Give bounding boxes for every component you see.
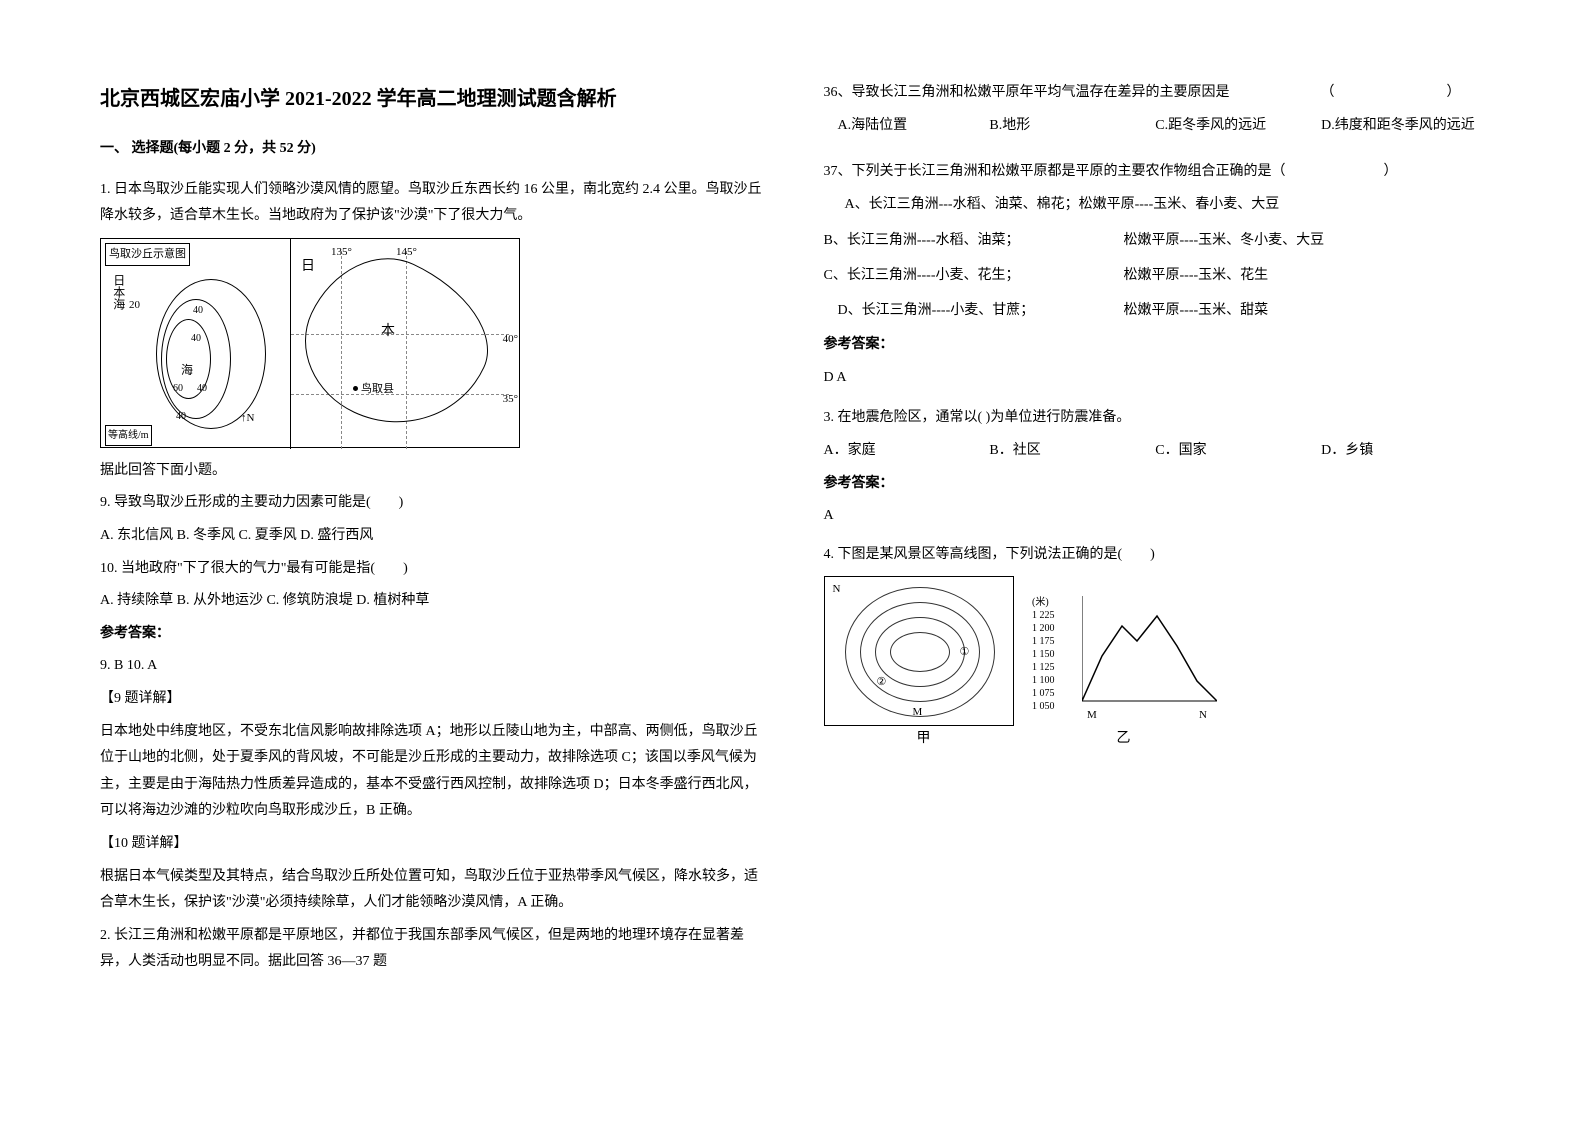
q3-options: A．家庭 B．社区 C．国家 D．乡镇 bbox=[824, 438, 1488, 465]
tottori-marker bbox=[353, 386, 358, 391]
exp9-head: 【9 题详解】 bbox=[100, 686, 764, 713]
contour-40: 40 bbox=[197, 379, 207, 398]
contour-40: 40 bbox=[176, 407, 186, 426]
q37-text: 37、下列关于长江三角洲和松嫩平原都是平原的主要农作物组合正确的是（ ） bbox=[824, 159, 1488, 186]
page-title: 北京西城区宏庙小学 2021-2022 学年高二地理测试题含解析 bbox=[100, 80, 764, 118]
q36-text: 36、导致长江三角洲和松嫩平原年平均气温存在差异的主要原因是 （ ） bbox=[824, 80, 1488, 107]
peak-1: ① bbox=[960, 642, 970, 663]
q1-after: 据此回答下面小题。 bbox=[100, 458, 764, 485]
exp9-text: 日本地处中纬度地区，不受东北信风影响故排除选项 A；地形以丘陵山地为主，中部高、… bbox=[100, 719, 764, 825]
sea-label2: 海 bbox=[181, 359, 193, 382]
jp-label: 日 bbox=[301, 254, 315, 281]
fig-label-yi: 乙 bbox=[1024, 726, 1224, 753]
contour-figure: N ② ① M (米) 1 225 1 200 1 175 1 150 1 12… bbox=[824, 576, 1234, 746]
profile-chart bbox=[1082, 586, 1217, 706]
q4-text: 4. 下图是某风景区等高线图，下列说法正确的是( ) bbox=[824, 542, 1488, 569]
elevation-legend: (米) 1 225 1 200 1 175 1 150 1 125 1 100 … bbox=[1032, 596, 1055, 713]
q37-opt-c-left: C、长江三角洲----小麦、花生； bbox=[824, 263, 1124, 290]
exp10-text: 根据日本气候类型及其特点，结合鸟取沙丘所处位置可知，鸟取沙丘位于亚热带季风气候区… bbox=[100, 864, 764, 917]
contour-40: 40 bbox=[193, 301, 203, 320]
answer-heading-3: 参考答案： bbox=[824, 471, 1488, 498]
answer-1: 9. B 10. A bbox=[100, 653, 764, 680]
contour-40: 40 bbox=[191, 329, 201, 348]
japan-outline bbox=[281, 233, 512, 454]
q37-opt-b-left: B、长江三角洲----水稻、油菜； bbox=[824, 228, 1124, 255]
n-label: N bbox=[833, 579, 841, 600]
lat-label: 40° bbox=[503, 329, 518, 350]
section-heading: 一、 选择题(每小题 2 分，共 52 分) bbox=[100, 136, 764, 163]
north-arrow-icon: ↑N bbox=[241, 408, 254, 429]
answer-3: A bbox=[824, 503, 1488, 530]
q9-options: A. 东北信风 B. 冬季风 C. 夏季风 D. 盛行西风 bbox=[100, 523, 764, 550]
jp-label: 本 bbox=[381, 319, 395, 346]
answer-heading-2: 参考答案： bbox=[824, 332, 1488, 359]
answer-heading: 参考答案： bbox=[100, 621, 764, 648]
contour-map-jia: N ② ① M bbox=[824, 576, 1014, 726]
profile-yi: (米) 1 225 1 200 1 175 1 150 1 125 1 100 … bbox=[1032, 576, 1222, 726]
q3-opt-b: B．社区 bbox=[989, 438, 1155, 465]
q36-opt-a: A.海陆位置 bbox=[824, 113, 990, 140]
contour-60: 60 bbox=[173, 379, 183, 398]
tottori-label: 鸟取县 bbox=[361, 379, 394, 400]
q3-text: 3. 在地震危险区，通常以( )为单位进行防震准备。 bbox=[824, 405, 1488, 432]
q36-opt-d: D.纬度和距冬季风的远近 bbox=[1321, 113, 1487, 140]
topo-ring bbox=[890, 632, 950, 672]
m-label: M bbox=[913, 702, 923, 723]
map-legend: 等高线/m bbox=[105, 425, 152, 446]
q10-options: A. 持续除草 B. 从外地运沙 C. 修筑防浪堤 D. 植树种草 bbox=[100, 588, 764, 615]
q37-opt-d-right: 松嫩平原----玉米、甜菜 bbox=[1124, 298, 1488, 325]
q3-opt-c: C．国家 bbox=[1155, 438, 1321, 465]
n-axis-label: N bbox=[1199, 705, 1207, 726]
q36-opt-b: B.地形 bbox=[989, 113, 1155, 140]
q3-opt-a: A．家庭 bbox=[824, 438, 990, 465]
peak-2: ② bbox=[877, 672, 887, 693]
q36-opt-c: C.距冬季风的远近 bbox=[1155, 113, 1321, 140]
fig-label-jia: 甲 bbox=[824, 726, 1024, 753]
q37-opt-a: A、长江三角洲---水稻、油菜、棉花；松嫩平原----玉米、春小麦、大豆 bbox=[824, 192, 1488, 219]
q37-opt-b-right: 松嫩平原----玉米、冬小麦、大豆 bbox=[1124, 228, 1488, 255]
q37-opt-d-left: D、长江三角洲----小麦、甘蔗； bbox=[824, 298, 1124, 325]
q10-text: 10. 当地政府"下了很大的气力"最有可能是指( ) bbox=[100, 556, 764, 583]
sea-label: 日本海 bbox=[107, 274, 130, 310]
q2-intro: 2. 长江三角洲和松嫩平原都是平原地区，并都位于我国东部季风气候区，但是两地的地… bbox=[100, 923, 764, 976]
m-axis-label: M bbox=[1087, 705, 1097, 726]
map-figure: 鸟取沙丘示意图 日本海 20 40 40 60 40 40 海 等高线/m ↑N… bbox=[100, 238, 520, 448]
lon-label: 135° bbox=[331, 242, 352, 263]
answer-2: D A bbox=[824, 365, 1488, 392]
map-title: 鸟取沙丘示意图 bbox=[105, 243, 190, 266]
q9-text: 9. 导致鸟取沙丘形成的主要动力因素可能是( ) bbox=[100, 490, 764, 517]
q3-opt-d: D．乡镇 bbox=[1321, 438, 1487, 465]
q1-intro: 1. 日本鸟取沙丘能实现人们领略沙漠风情的愿望。鸟取沙丘东西长约 16 公里，南… bbox=[100, 177, 764, 230]
q36-options: A.海陆位置 B.地形 C.距冬季风的远近 D.纬度和距冬季风的远近 bbox=[824, 113, 1488, 140]
exp10-head: 【10 题详解】 bbox=[100, 831, 764, 858]
contour-20: 20 bbox=[129, 295, 140, 316]
lat-label: 35° bbox=[503, 389, 518, 410]
q37-opt-c-right: 松嫩平原----玉米、花生 bbox=[1124, 263, 1488, 290]
